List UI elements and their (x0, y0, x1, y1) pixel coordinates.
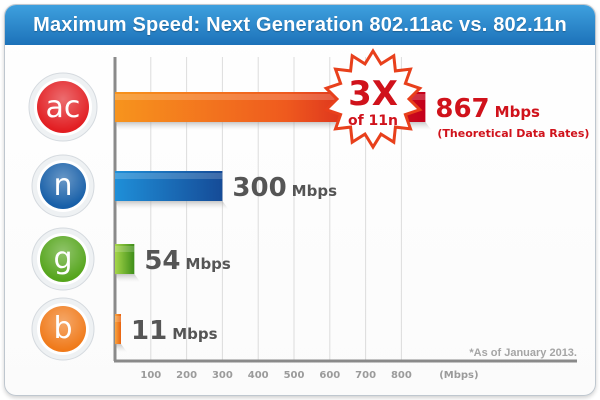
value-number: 11 (131, 316, 167, 346)
bar-highlight (115, 316, 121, 322)
value-unit: Mbps (292, 182, 337, 200)
value-number: 867 (435, 94, 489, 124)
bar-n (115, 171, 223, 201)
badge-shine (40, 163, 86, 209)
bar-b (115, 314, 121, 344)
bar-shadow (115, 201, 229, 209)
badge-label-ac: ac (46, 90, 81, 125)
value-label-n: 300 Mbps (232, 173, 337, 203)
title-bar: Maximum Speed: Next Generation 802.11ac … (5, 5, 595, 47)
x-tick-label: 700 (355, 370, 376, 381)
bar-shadow (115, 344, 127, 352)
value-number: 54 (144, 246, 180, 276)
x-tick-label: 100 (140, 370, 161, 381)
bar-shadow (115, 274, 141, 282)
value-label-ac: 867 Mbps (435, 94, 540, 124)
x-tick-label: 600 (319, 370, 340, 381)
value-label-g: 54 Mbps (144, 246, 231, 276)
multiplier-sub-label: of 11n (348, 113, 398, 129)
x-tick-label: 300 (212, 370, 233, 381)
badge-shine (37, 81, 89, 133)
value-unit: Mbps (495, 103, 540, 121)
badge-shine (40, 306, 86, 352)
badge-label-g: g (53, 241, 72, 276)
bar-highlight (115, 246, 135, 252)
x-tick-label: 500 (284, 370, 305, 381)
footnote: *As of January 2013. (469, 347, 577, 359)
bar-g (115, 244, 135, 274)
value-number: 300 (232, 173, 286, 203)
multiplier-label: 3X (348, 74, 398, 114)
starburst-badge (323, 48, 423, 150)
x-unit-label: (Mbps) (439, 370, 478, 381)
x-tick-label: 400 (248, 370, 269, 381)
x-tick-label: 800 (391, 370, 412, 381)
value-label-b: 11 Mbps (131, 316, 218, 346)
value-unit: Mbps (186, 255, 231, 273)
chart-plot: 100 200 300 400 500 600 700 800 (Mbps) ac n gb 867… (28, 48, 589, 381)
chart-frame: Maximum Speed: Next Generation 802.11ac … (4, 4, 596, 396)
value-unit: Mbps (172, 325, 217, 343)
chart-title: Maximum Speed: Next Generation 802.11ac … (33, 13, 567, 36)
theoretical-note: (Theoretical Data Rates) (437, 127, 589, 140)
bar-highlight (115, 94, 426, 100)
badge-label-b: b (53, 311, 72, 346)
bar-highlight (115, 173, 223, 179)
badge-shine (40, 236, 86, 282)
badge-label-n: n (53, 168, 72, 203)
x-tick-label: 200 (176, 370, 197, 381)
